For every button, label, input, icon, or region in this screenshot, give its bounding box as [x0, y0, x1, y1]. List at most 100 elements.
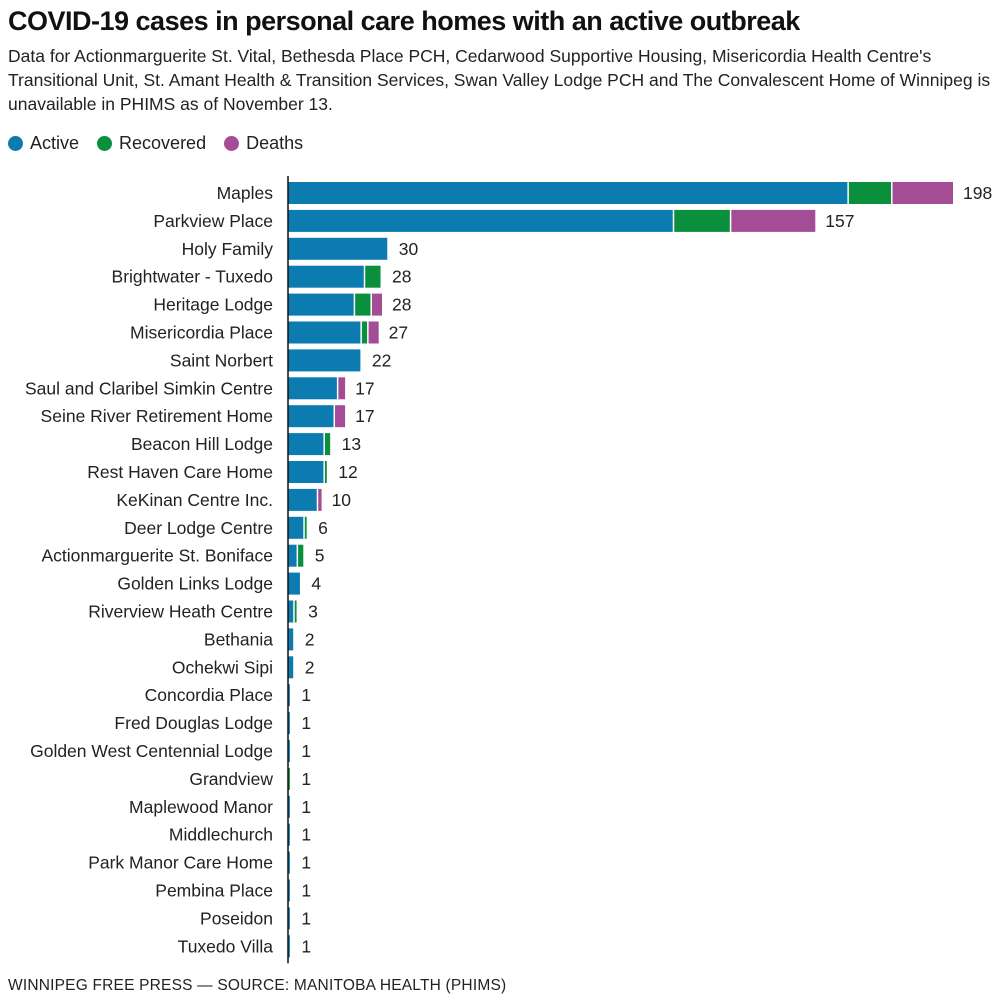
bar-segment-recovered — [355, 293, 371, 316]
bar-total-label: 198 — [963, 183, 992, 203]
category-label: Seine River Retirement Home — [41, 406, 273, 426]
bar-total-label: 28 — [392, 295, 411, 315]
category-label: Maples — [217, 183, 274, 203]
bar-segment-deaths — [335, 405, 346, 428]
legend-label-recovered: Recovered — [119, 133, 207, 153]
bar-total-label: 1 — [301, 936, 311, 956]
chart-title: COVID-19 cases in personal care homes wi… — [8, 6, 800, 36]
bar-segment-active — [288, 712, 290, 735]
bar-total-label: 2 — [305, 657, 315, 677]
legend-label-active: Active — [30, 133, 80, 153]
bar-segment-recovered — [361, 321, 368, 344]
category-label: Maplewood Manor — [129, 797, 273, 817]
bar-segment-active — [288, 544, 297, 567]
bar-total-label: 4 — [311, 574, 321, 594]
bar-total-label: 1 — [301, 741, 311, 761]
bar-total-label: 5 — [315, 546, 325, 566]
bar-total-label: 13 — [342, 434, 361, 454]
bar-segment-active — [288, 516, 304, 539]
bar-segment-active — [288, 851, 290, 874]
category-label: Middlechurch — [169, 825, 273, 845]
bar-segment-active — [288, 572, 300, 595]
category-label: Saint Norbert — [170, 350, 273, 370]
bar-segment-active — [288, 656, 294, 679]
bar-segment-recovered — [848, 182, 892, 204]
bar-segment-deaths — [371, 293, 383, 316]
category-label: Heritage Lodge — [153, 295, 273, 315]
category-label: Concordia Place — [145, 685, 273, 705]
legend-item-deaths: Deaths — [224, 133, 303, 154]
bar-segment-active — [288, 628, 294, 651]
category-label: Riverview Heath Centre — [88, 602, 273, 622]
bar-total-label: 1 — [301, 797, 311, 817]
category-label: Deer Lodge Centre — [124, 518, 273, 538]
category-label: Pembina Place — [155, 881, 273, 901]
bar-segment-active — [288, 433, 324, 456]
bar-total-label: 1 — [301, 908, 311, 928]
bar-segment-active — [288, 488, 317, 511]
bar-total-label: 1 — [301, 685, 311, 705]
bar-segment-active — [288, 461, 324, 483]
bar-segment-active — [288, 907, 290, 930]
bar-segment-active — [288, 740, 290, 762]
bar-segment-recovered — [324, 461, 327, 483]
bar-segment-active — [288, 265, 364, 288]
category-label: Brightwater - Tuxedo — [112, 267, 273, 287]
bar-total-label: 22 — [372, 350, 391, 370]
category-label: Rest Haven Care Home — [87, 462, 273, 482]
bar-total-label: 17 — [355, 406, 374, 426]
bar-total-label: 30 — [399, 239, 419, 259]
category-label: Park Manor Care Home — [88, 853, 273, 873]
bar-segment-recovered — [298, 544, 304, 567]
category-label: Parkview Place — [153, 211, 273, 231]
bar-segment-active — [288, 182, 848, 204]
category-label: Ochekwi Sipi — [172, 657, 273, 677]
bar-segment-recovered — [674, 209, 730, 232]
bar-segment-recovered — [324, 433, 331, 456]
category-label: Grandview — [189, 769, 273, 789]
bar-segment-recovered — [304, 516, 307, 539]
bar-segment-deaths — [892, 182, 953, 204]
bar-total-label: 1 — [301, 853, 311, 873]
bar-total-label: 1 — [301, 825, 311, 845]
bar-total-label: 1 — [301, 769, 311, 789]
bar-segment-recovered — [288, 767, 290, 790]
bar-total-label: 2 — [305, 629, 315, 649]
bar-total-label: 28 — [392, 267, 411, 287]
category-label: Saul and Claribel Simkin Centre — [25, 378, 273, 398]
legend: Active Recovered Deaths — [8, 133, 321, 154]
category-label: Fred Douglas Lodge — [114, 713, 273, 733]
source-footer: WINNIPEG FREE PRESS — SOURCE: MANITOBA H… — [8, 977, 507, 994]
legend-swatch-recovered — [97, 136, 113, 151]
bar-segment-active — [288, 209, 673, 232]
bar-segment-active — [288, 879, 290, 902]
legend-item-recovered: Recovered — [97, 133, 206, 154]
bar-segment-active — [288, 321, 361, 344]
category-label: Holy Family — [182, 239, 274, 259]
legend-item-active: Active — [8, 133, 79, 154]
bar-total-label: 1 — [301, 881, 311, 901]
bar-segment-deaths — [368, 321, 379, 344]
legend-swatch-deaths — [224, 136, 240, 151]
bar-total-label: 27 — [389, 323, 408, 343]
bar-chart: Maples 198 Parkview Place 157 Holy Family 30 B… — [25, 176, 992, 964]
chart-subtitle: Data for Actionmarguerite St. Vital, Bet… — [8, 46, 991, 114]
category-label: Beacon Hill Lodge — [131, 434, 273, 454]
bar-segment-deaths — [731, 209, 816, 232]
bar-segment-active — [288, 293, 354, 316]
legend-swatch-active — [8, 136, 23, 151]
bar-segment-active — [288, 684, 290, 707]
category-label: KeKinan Centre Inc. — [116, 490, 273, 510]
bar-total-label: 3 — [308, 602, 318, 622]
bar-segment-active — [288, 349, 361, 372]
bar-total-label: 157 — [825, 211, 854, 231]
bar-segment-active — [288, 823, 290, 846]
category-label: Misericordia Place — [130, 323, 273, 343]
bar-segment-active — [288, 935, 290, 958]
bar-segment-recovered — [294, 600, 297, 623]
legend-label-deaths: Deaths — [246, 133, 304, 153]
bar-segment-deaths — [318, 488, 322, 511]
category-label: Golden Links Lodge — [117, 574, 273, 594]
bar-segment-active — [288, 600, 294, 623]
bar-total-label: 6 — [318, 518, 328, 538]
